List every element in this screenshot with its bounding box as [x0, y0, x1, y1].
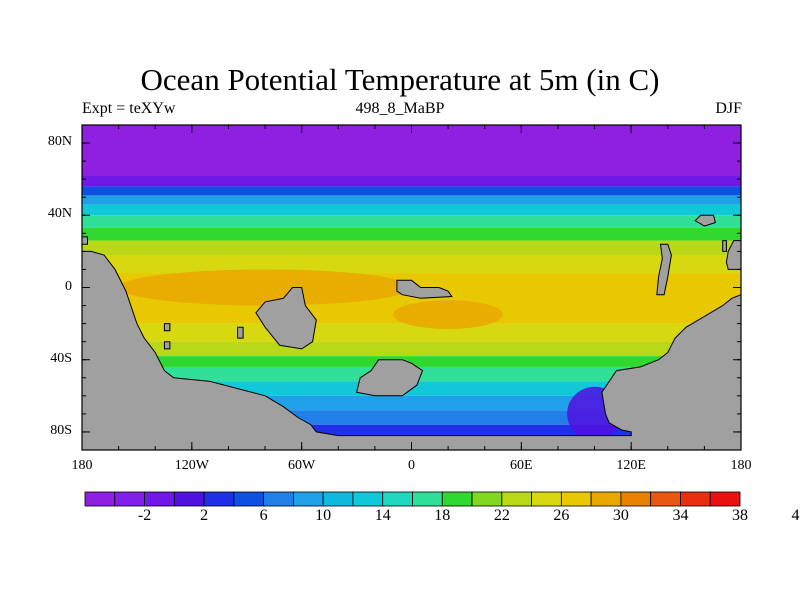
colorbar-label: 34 — [672, 507, 689, 524]
colorbar-swatch — [531, 491, 562, 507]
temperature-band — [82, 341, 741, 357]
temperature-band — [82, 204, 741, 216]
map-area — [82, 125, 741, 450]
colorbar-label: -2 — [137, 507, 152, 524]
land-island-small-1 — [163, 323, 171, 332]
colorbar — [84, 491, 741, 507]
colorbar-swatch — [263, 491, 294, 507]
colorbar-swatch — [352, 491, 384, 507]
colorbar-swatch — [709, 491, 741, 507]
x-tick-label: 120E — [616, 458, 646, 473]
colorbar-swatch — [293, 491, 324, 507]
temperature-band — [82, 323, 741, 342]
colorbar-label: 22 — [493, 507, 510, 524]
land-island-cluster — [255, 287, 317, 350]
land-east-landmass — [725, 240, 741, 270]
colorbar-swatch — [620, 491, 652, 507]
colorbar-swatch — [441, 491, 473, 507]
temperature-band — [82, 240, 741, 255]
colorbar-swatch — [590, 491, 622, 507]
temperature-band — [82, 195, 741, 205]
temperature-anomaly — [393, 300, 504, 330]
temperature-anomaly — [118, 269, 412, 306]
temperature-field — [82, 125, 741, 450]
land-island-east — [656, 243, 672, 296]
land-island-center — [355, 359, 424, 397]
y-tick-label: 80S — [50, 422, 72, 438]
land-island-small-3 — [163, 341, 171, 350]
colorbar-swatch — [650, 491, 681, 507]
x-tick-label: 60E — [510, 458, 533, 473]
colorbar-label: 2 — [200, 507, 209, 524]
colorbar-swatch — [322, 491, 354, 507]
y-tick-label: 80N — [47, 134, 72, 150]
colorbar-label: 10 — [315, 507, 332, 524]
colorbar-swatch — [412, 491, 443, 507]
temperature-band — [82, 255, 741, 274]
colorbar-swatch — [382, 491, 413, 507]
colorbar-swatch — [203, 491, 235, 507]
time-label: 498_8_MaBP — [355, 100, 445, 117]
colorbar-swatch — [560, 491, 592, 507]
temperature-band — [82, 227, 741, 241]
colorbar-swatch — [471, 491, 503, 507]
land-island-ne — [694, 214, 717, 227]
colorbar-label: 26 — [553, 507, 570, 524]
x-tick-label: 180 — [71, 458, 93, 473]
y-tick-label: 40N — [47, 206, 72, 222]
temperature-band — [82, 125, 741, 176]
y-tick-label: 0 — [65, 278, 72, 294]
experiment-label: Expt = teXYw — [82, 100, 176, 117]
colorbar-label: 18 — [434, 507, 451, 524]
land-island-tiny-west — [82, 236, 88, 245]
colorbar-swatch — [680, 491, 711, 507]
land-island-small-2 — [237, 326, 244, 339]
temperature-band — [82, 175, 741, 187]
chart-title: Ocean Potential Temperature at 5m (in C) — [140, 62, 660, 97]
colorbar-label: 14 — [374, 507, 391, 524]
land-west-continent — [82, 250, 741, 450]
colorbar-label: 6 — [259, 507, 268, 524]
temperature-band — [82, 186, 741, 196]
x-tick-label: 180 — [730, 458, 752, 473]
season-label: DJF — [715, 100, 742, 117]
colorbar-label: 38 — [732, 507, 748, 524]
colorbar-swatch — [233, 491, 265, 507]
colorbar-swatch — [501, 491, 532, 507]
land-island-equator — [396, 279, 453, 299]
colorbar-label: 30 — [612, 507, 629, 524]
colorbar-label: 42 — [791, 507, 800, 524]
y-tick-label: 40S — [50, 350, 72, 366]
x-tick-label: 60W — [288, 458, 316, 473]
temperature-band — [82, 215, 741, 228]
x-tick-label: 0 — [408, 458, 415, 473]
x-tick-label: 120W — [174, 458, 209, 473]
land-island-far-east — [722, 240, 727, 252]
map-axes — [81, 124, 742, 451]
colorbar-swatch — [114, 491, 145, 507]
temperature-band — [82, 356, 741, 367]
colorbar-swatch — [144, 491, 175, 507]
colorbar-swatch — [84, 491, 116, 507]
colorbar-swatch — [173, 491, 205, 507]
